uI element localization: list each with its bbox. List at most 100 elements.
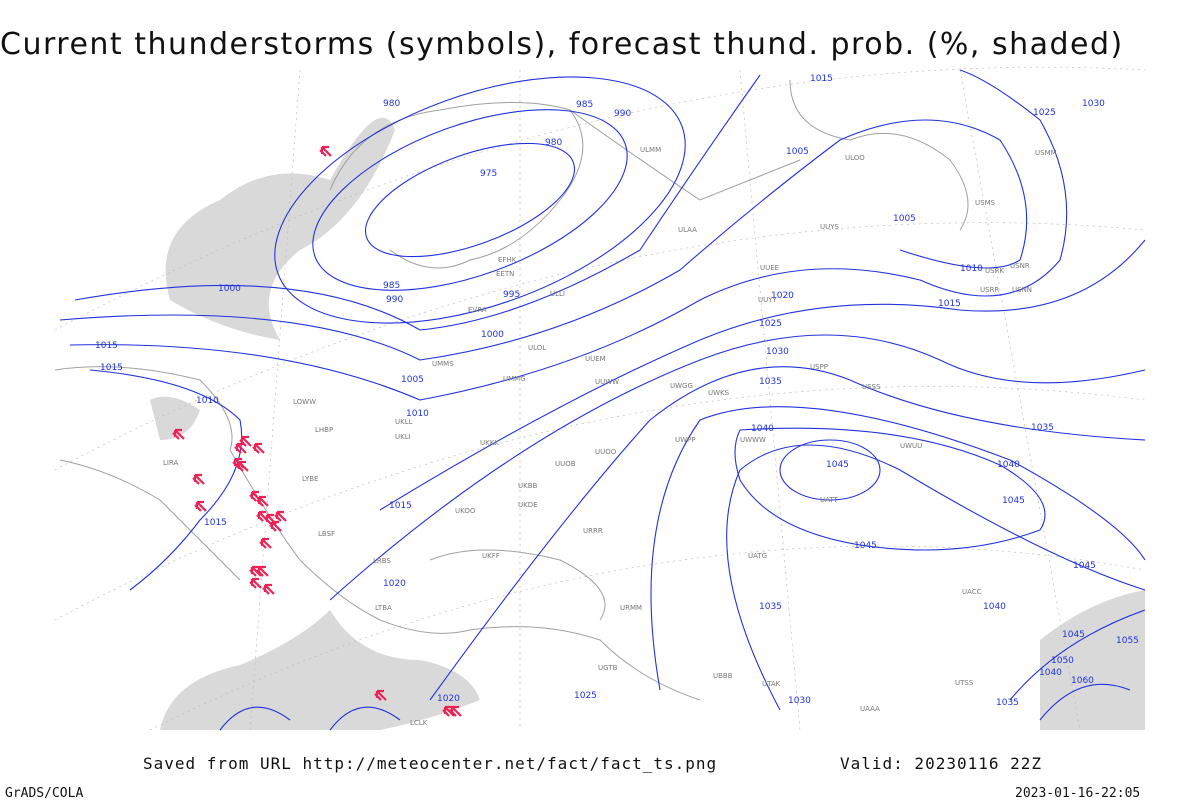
isobar-label: 1025	[1033, 108, 1056, 118]
station-code: LIRA	[163, 459, 179, 467]
station-code: UKKK	[480, 439, 499, 447]
thunderstorm-symbol	[319, 145, 332, 157]
thunderstorm-symbol	[234, 442, 247, 454]
isobar-label: 995	[503, 290, 520, 300]
station-code: LBSF	[318, 530, 335, 538]
station-code: ULMM	[640, 146, 661, 154]
isobar	[59, 119, 1028, 361]
isobar	[69, 69, 1068, 401]
isobar-label: 1035	[996, 698, 1019, 708]
station-code: URMM	[620, 604, 642, 612]
isobar-label: 1010	[960, 264, 983, 274]
isobar-label: 1060	[1071, 676, 1094, 686]
thunderstorm-symbol	[256, 510, 269, 522]
isobar-label: 1045	[826, 460, 849, 470]
isobar-label: 1000	[481, 330, 504, 340]
station-code: UKLI	[395, 433, 411, 441]
isobar-label: 1015	[810, 74, 833, 84]
isobar-label: 1040	[983, 602, 1006, 612]
station-code: UKLL	[395, 418, 413, 426]
isobar-label: 1005	[893, 214, 916, 224]
coastline	[54, 79, 969, 701]
isobar	[650, 406, 1146, 691]
isobar-label: 975	[480, 169, 497, 179]
station-code: ULOO	[845, 154, 865, 162]
title: Current thunderstorms (symbols), forecas…	[0, 27, 1124, 62]
thunderstorm-symbol	[249, 577, 262, 589]
isobar-label: 1055	[1116, 636, 1139, 646]
isobar-label: 1015	[204, 518, 227, 528]
isobar	[734, 427, 1046, 551]
isobar-label: 1030	[766, 347, 789, 357]
station-code: UMMS	[432, 360, 454, 368]
isobar-label: 1025	[759, 319, 782, 329]
graticule	[54, 66, 1146, 731]
thunderstorm-symbol	[274, 510, 287, 522]
isobar-label: 1035	[759, 602, 782, 612]
station-code: LRBS	[373, 557, 391, 565]
probability-shading	[160, 610, 480, 730]
valid-time: Valid: 20230116 22Z	[840, 754, 1042, 773]
station-code: UWUU	[900, 442, 922, 450]
station-code: USMM	[1035, 149, 1057, 157]
station-code: UMMG	[503, 375, 526, 383]
station-code: UATT	[820, 496, 839, 504]
isobar-label: 1015	[95, 341, 118, 351]
isobar-label: 1015	[938, 299, 961, 309]
station-code: UUWW	[595, 378, 619, 386]
thunderstorm-symbol	[194, 500, 207, 512]
isobar-label: 1010	[406, 409, 429, 419]
isobar-label: 1035	[1031, 423, 1054, 433]
thunderstorm-symbol	[449, 705, 462, 717]
isobar	[274, 76, 686, 324]
isobar-label: 1030	[1082, 99, 1105, 109]
isobar	[219, 609, 1146, 731]
station-code: UUOB	[555, 460, 576, 468]
isobar-label: 1045	[1073, 561, 1096, 571]
isobar-label: 1020	[437, 694, 460, 704]
station-code: LTBA	[375, 604, 392, 612]
thunderstorm-symbol	[374, 689, 387, 701]
station-code: UUYY	[758, 296, 778, 304]
thunderstorm-symbol	[256, 495, 269, 507]
station-code: EFHK	[498, 256, 517, 264]
station-code: ULOL	[528, 344, 546, 352]
station-code: UWPP	[675, 436, 696, 444]
thunderstorm-symbol	[256, 565, 269, 577]
thunderstorm-symbol	[442, 705, 455, 717]
isobar-label: 1045	[1002, 496, 1025, 506]
isobar-label: 1005	[786, 147, 809, 157]
station-code: UWKS	[708, 389, 730, 397]
station-code: USPP	[810, 363, 828, 371]
isobar-label: 980	[545, 138, 562, 148]
isobar	[89, 369, 243, 591]
timestamp: 2023-01-16-22:05	[1015, 786, 1140, 800]
isobar-label: 1025	[574, 691, 597, 701]
thunderstorm-symbol	[249, 490, 262, 502]
station-code: URRR	[583, 527, 603, 535]
isobar-label: 990	[614, 109, 631, 119]
isobar-label: 1045	[854, 541, 877, 551]
station-code: UUEE	[760, 264, 779, 272]
isobars	[59, 69, 1146, 731]
map: 980 985 990 980 975 1015 1005 1005 1025 1030 1010 1…	[54, 66, 1146, 731]
isobar	[726, 444, 1146, 711]
station-code: EVRA	[468, 306, 487, 314]
station-code: USNN	[1012, 286, 1032, 294]
thunderstorm-symbol	[269, 520, 282, 532]
station-code: UKDE	[518, 501, 538, 509]
station-code: UWWW	[740, 436, 766, 444]
isobar	[312, 109, 628, 291]
thunderstorm-symbol	[239, 435, 252, 447]
thunderstorm-symbol	[252, 442, 265, 454]
probability-shading	[150, 396, 200, 440]
isobar-label: 980	[383, 99, 400, 109]
isobar-label: 1000	[218, 284, 241, 294]
isobar-label: 1040	[751, 424, 774, 434]
station-code: UUOO	[595, 448, 617, 456]
isobar-label: 1015	[100, 363, 123, 373]
station-code: UWGG	[670, 382, 693, 390]
thunderstorm-symbols	[172, 145, 462, 717]
station-code: UBBB	[713, 672, 733, 680]
credit: GrADS/COLA	[5, 786, 83, 800]
